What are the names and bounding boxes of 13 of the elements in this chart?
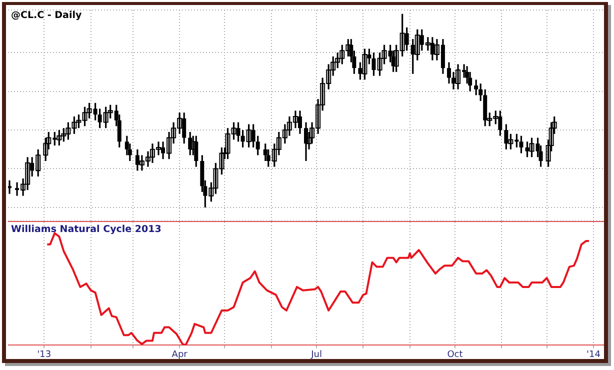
x-tick-label: Oct <box>447 350 464 360</box>
x-tick-label: Apr <box>172 350 188 360</box>
x-tick-label: Jul <box>310 350 322 360</box>
chart-title: Williams Natural Cycle 2013 <box>11 224 162 235</box>
candlestick <box>362 48 368 80</box>
x-tick-label: '14 <box>586 350 601 360</box>
candlestick <box>56 129 62 146</box>
chart-title: @CL.C - Daily <box>11 10 82 21</box>
x-tick-label: '13 <box>37 350 52 360</box>
candlestick <box>8 180 12 195</box>
candlestick <box>474 78 478 96</box>
candlestick <box>194 135 198 168</box>
candlestick <box>519 135 524 154</box>
